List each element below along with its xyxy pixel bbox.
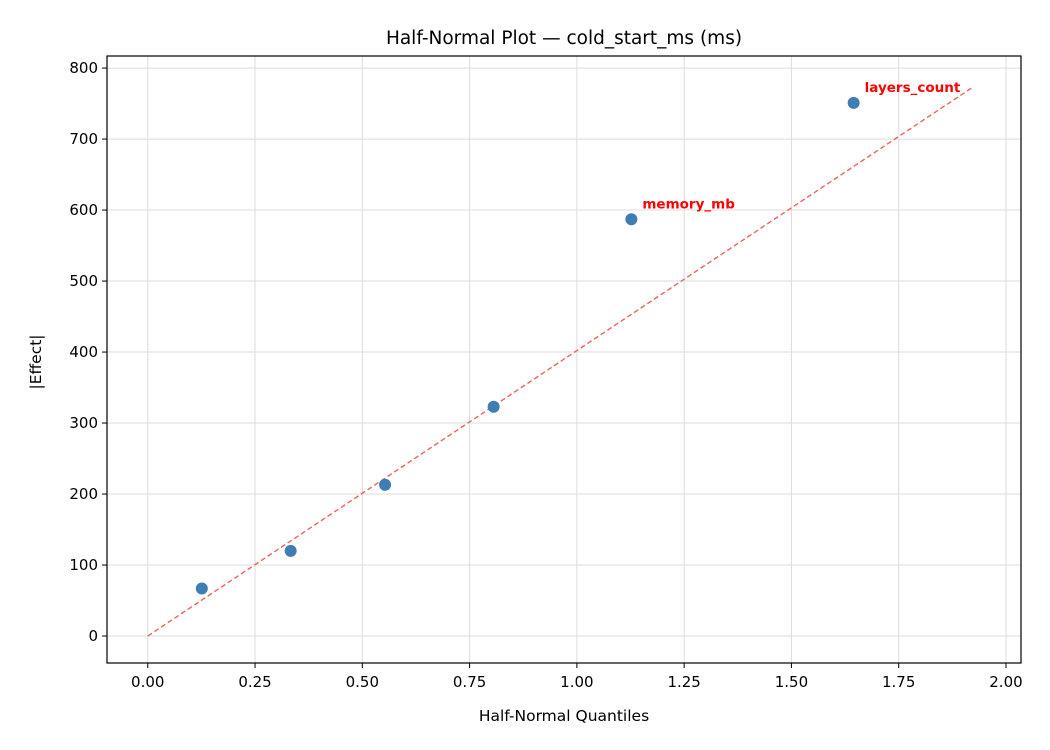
plot-frame xyxy=(106,55,1022,664)
y-tick-label: 700 xyxy=(69,130,98,148)
y-tick-label: 300 xyxy=(69,414,98,432)
x-tick-label: 1.25 xyxy=(667,673,700,691)
y-tick-label: 500 xyxy=(69,272,98,290)
reference-line xyxy=(147,87,973,637)
y-tick-label: 200 xyxy=(69,485,98,503)
reference-line-layer xyxy=(147,87,973,637)
data-point xyxy=(379,478,392,491)
x-tick-label: 2.00 xyxy=(989,673,1022,691)
annotation-label: memory_mb xyxy=(642,196,735,212)
x-tick-label: 0.50 xyxy=(346,673,379,691)
y-axis-label: |Effect| xyxy=(27,334,45,389)
x-tick-label: 0.25 xyxy=(238,673,271,691)
x-tick-label: 1.00 xyxy=(560,673,593,691)
y-tick-label: 400 xyxy=(69,343,98,361)
y-tick-label: 0 xyxy=(88,627,98,645)
data-point xyxy=(847,96,860,109)
annotations-layer: memory_mb layers_count xyxy=(642,80,960,212)
y-tick-label: 800 xyxy=(69,59,98,77)
annotation-label: layers_count xyxy=(865,80,961,96)
y-tick-label: 100 xyxy=(69,556,98,574)
grid xyxy=(107,56,1021,663)
y-tick-label: 600 xyxy=(69,201,98,219)
data-point xyxy=(625,213,638,226)
data-point xyxy=(487,400,500,413)
ticks-layer: 0.00 0.25 0.50 0.75 1.00 1.25 1.50 1.75 2.00 0 100… xyxy=(69,59,1022,691)
x-axis-label: Half-Normal Quantiles xyxy=(479,707,649,725)
x-tick-label: 0.00 xyxy=(131,673,164,691)
data-point xyxy=(195,582,208,595)
x-tick-label: 1.75 xyxy=(882,673,915,691)
x-tick-label: 1.50 xyxy=(775,673,808,691)
data-point xyxy=(284,544,297,557)
x-tick-label: 0.75 xyxy=(453,673,486,691)
points-layer xyxy=(195,96,860,595)
chart-title: Half-Normal Plot — cold_start_ms (ms) xyxy=(386,28,742,49)
